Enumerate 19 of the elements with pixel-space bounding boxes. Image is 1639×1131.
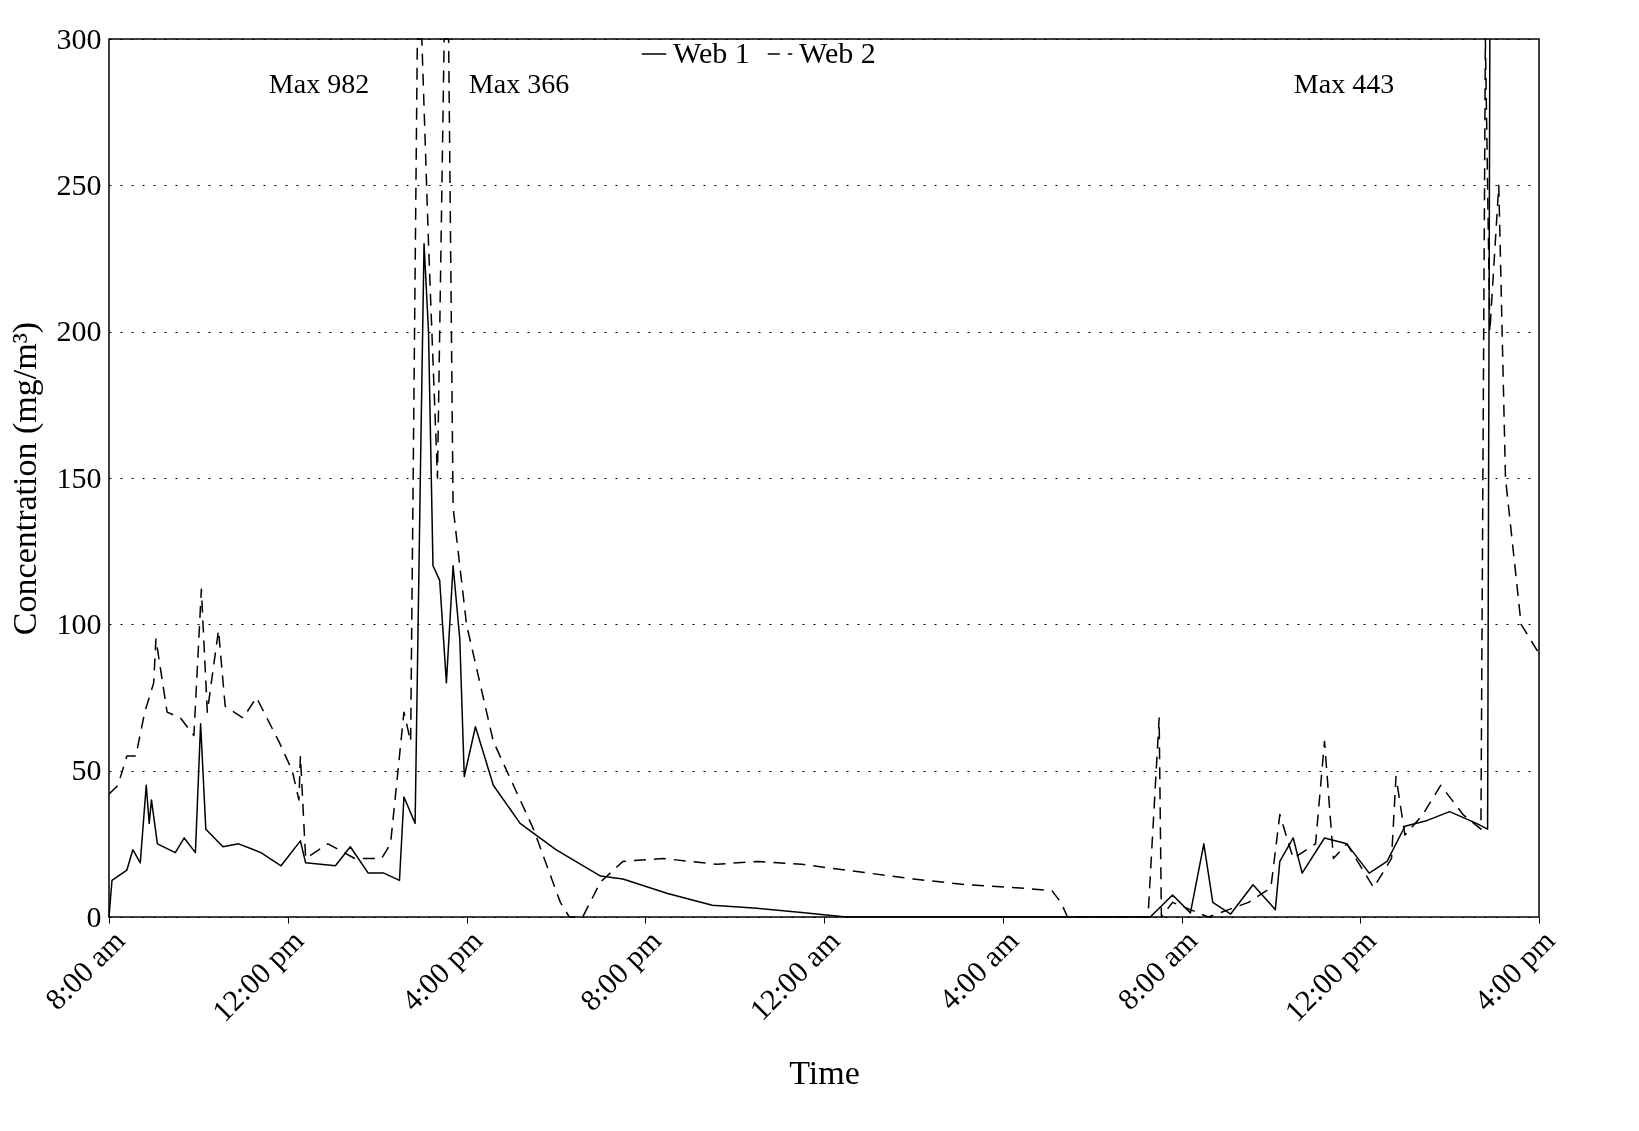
y-tick-label: 150 — [56, 460, 102, 494]
y-tick-label: 0 — [86, 899, 102, 933]
x-tick-label: 4:00 am — [932, 923, 1025, 1016]
annotation: Max 982 — [268, 68, 370, 99]
x-axis-title: Time — [789, 1054, 860, 1092]
y-tick-label: 300 — [56, 21, 102, 55]
y-tick-label: 50 — [71, 753, 102, 787]
x-tick-label: 8:00 pm — [573, 923, 667, 1017]
y-tick-label: 200 — [56, 314, 102, 348]
legend-label: Web 1 — [673, 36, 750, 69]
x-tick-label: 4:00 pm — [394, 923, 489, 1017]
annotation: Max 366 — [468, 68, 570, 99]
legend-label: Web 2 — [799, 36, 876, 69]
y-tick-label: 250 — [56, 167, 102, 201]
y-tick-label: 100 — [56, 606, 102, 640]
x-tick-label: 8:00 am — [1110, 923, 1204, 1016]
annotation: Max 443 — [1293, 68, 1395, 99]
x-tick-label: 4:00 pm — [1467, 923, 1561, 1017]
y-axis-title: Concentration (mg/m³) — [5, 321, 44, 636]
